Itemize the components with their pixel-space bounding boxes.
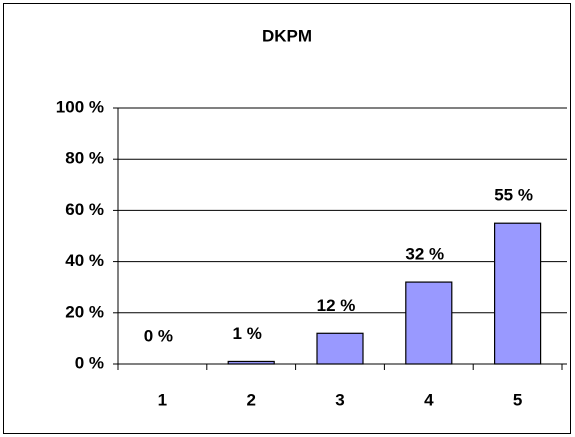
x-tick-label: 4 — [424, 390, 434, 409]
bar — [494, 222, 542, 365]
bar — [316, 332, 364, 365]
data-label: 12 % — [317, 296, 356, 315]
x-tick-label: 5 — [513, 390, 522, 409]
y-tick-label: 80 % — [65, 149, 104, 168]
data-label: 1 % — [233, 324, 262, 343]
y-tick-label: 60 % — [65, 200, 104, 219]
x-tick-label: 3 — [335, 390, 344, 409]
bar — [405, 281, 453, 365]
data-label: 0 % — [144, 326, 173, 345]
y-tick-label: 40 % — [65, 251, 104, 270]
chart-title: DKPM — [262, 26, 312, 45]
chart-border — [3, 3, 571, 434]
bar — [227, 360, 275, 365]
x-tick-label: 2 — [246, 390, 255, 409]
data-label: 55 % — [494, 186, 533, 205]
y-tick-label: 100 % — [56, 97, 104, 116]
data-label: 32 % — [405, 245, 444, 264]
y-tick-label: 20 % — [65, 302, 104, 321]
x-tick-label: 1 — [158, 390, 167, 409]
y-tick-label: 0 % — [75, 353, 104, 372]
